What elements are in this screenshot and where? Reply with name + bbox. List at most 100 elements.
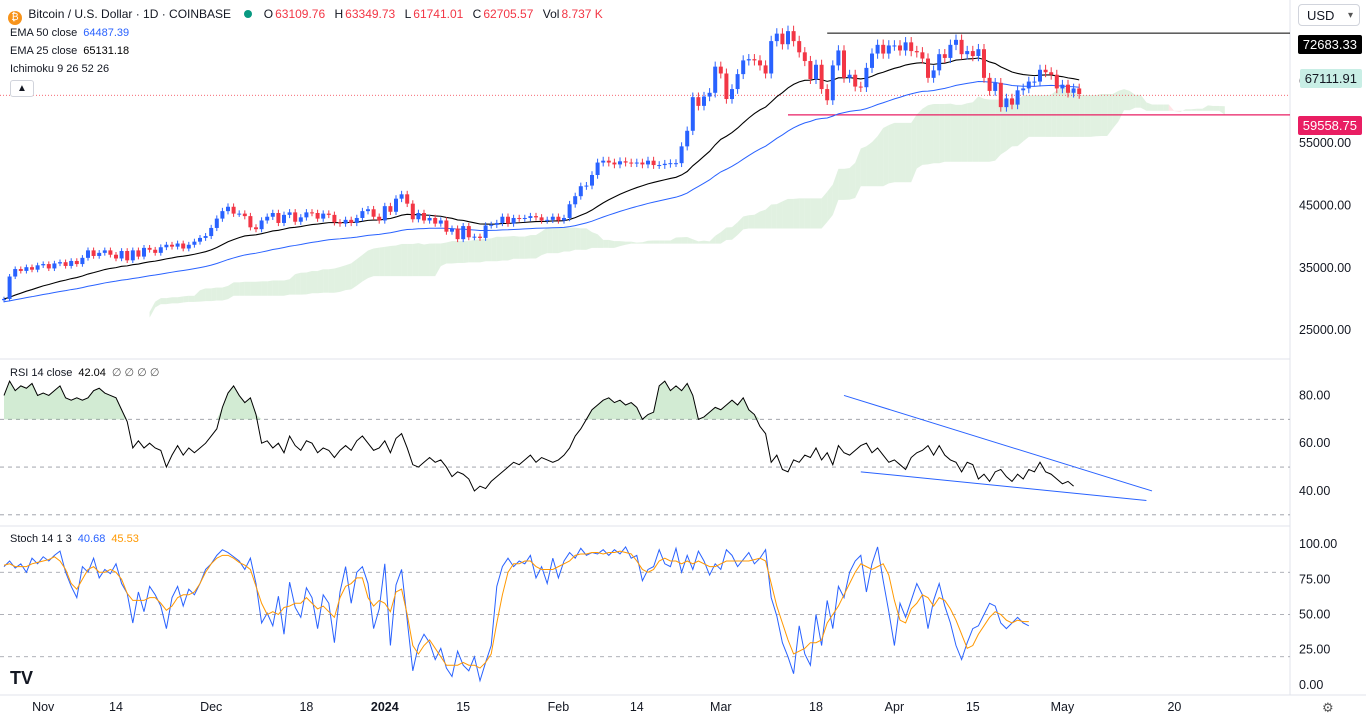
candle-body[interactable]	[366, 209, 370, 212]
candle-body[interactable]	[287, 212, 292, 215]
candle-body[interactable]	[534, 216, 538, 218]
candle-body[interactable]	[315, 213, 320, 219]
candle-body[interactable]	[108, 250, 113, 255]
candle-body[interactable]	[80, 257, 85, 265]
candle-body[interactable]	[584, 185, 589, 187]
candle-body[interactable]	[438, 220, 443, 224]
candle-body[interactable]	[86, 250, 90, 258]
candle-body[interactable]	[1004, 98, 1009, 108]
candle-body[interactable]	[338, 222, 342, 224]
candle-body[interactable]	[399, 194, 404, 199]
candle-body[interactable]	[455, 228, 460, 240]
candle-body[interactable]	[892, 45, 897, 47]
candle-body[interactable]	[226, 206, 230, 212]
candle-body[interactable]	[1054, 74, 1059, 89]
candle-body[interactable]	[1049, 72, 1054, 75]
candle-body[interactable]	[18, 269, 23, 271]
candle-body[interactable]	[410, 203, 415, 220]
candle-body[interactable]	[332, 214, 337, 223]
candle-body[interactable]	[388, 206, 393, 212]
legend-stoch[interactable]: Stoch 14 1 3 40.68 45.53	[10, 533, 139, 545]
candle-body[interactable]	[147, 247, 152, 250]
candle-body[interactable]	[662, 163, 667, 166]
candle-body[interactable]	[35, 265, 40, 270]
collapse-legend-button[interactable]: ▲	[10, 80, 34, 97]
candle-body[interactable]	[562, 217, 566, 221]
candle-body[interactable]	[282, 214, 286, 223]
candle-body[interactable]	[735, 74, 740, 90]
candle-body[interactable]	[500, 216, 505, 223]
candle-body[interactable]	[741, 60, 746, 75]
candle-body[interactable]	[1038, 69, 1042, 82]
candle-body[interactable]	[354, 217, 359, 223]
candle-body[interactable]	[175, 243, 180, 247]
candle-body[interactable]	[774, 33, 779, 42]
candle-body[interactable]	[321, 213, 326, 219]
candle-body[interactable]	[310, 212, 314, 214]
candle-body[interactable]	[954, 39, 958, 45]
candle-body[interactable]	[119, 250, 124, 259]
candle-body[interactable]	[601, 160, 606, 163]
candle-body[interactable]	[304, 212, 309, 218]
candle-body[interactable]	[7, 276, 12, 299]
candle-body[interactable]	[214, 218, 219, 228]
symbol-title[interactable]: Bitcoin / U.S. Dollar · 1D · COINBASE	[28, 7, 232, 21]
rsi-upper-trendline[interactable]	[843, 394, 1153, 492]
candle-body[interactable]	[998, 82, 1003, 108]
candle-body[interactable]	[1060, 84, 1065, 89]
candle-body[interactable]	[254, 227, 258, 230]
candle-body[interactable]	[713, 66, 718, 93]
candle-body[interactable]	[746, 59, 751, 61]
candle-body[interactable]	[858, 86, 863, 88]
candle-body[interactable]	[959, 39, 964, 55]
candle-body[interactable]	[237, 213, 242, 215]
candle-body[interactable]	[298, 217, 303, 222]
candle-body[interactable]	[657, 165, 662, 167]
candle-body[interactable]	[209, 227, 214, 237]
legend-ema50[interactable]: EMA 50 close 64487.39	[10, 27, 129, 39]
candle-body[interactable]	[1043, 69, 1048, 73]
candle-body[interactable]	[780, 33, 785, 45]
candle-body[interactable]	[164, 244, 169, 248]
candle-body[interactable]	[802, 52, 807, 62]
candle-body[interactable]	[220, 211, 225, 219]
candle-body[interactable]	[898, 45, 902, 51]
candle-body[interactable]	[1071, 88, 1076, 93]
candle-body[interactable]	[450, 228, 454, 232]
candle-body[interactable]	[136, 250, 141, 257]
candle-body[interactable]	[763, 65, 768, 74]
candle-body[interactable]	[349, 219, 354, 223]
candle-body[interactable]	[478, 236, 482, 238]
candle-body[interactable]	[276, 213, 281, 223]
candle-body[interactable]	[52, 263, 57, 269]
candle-body[interactable]	[511, 217, 516, 224]
candle-body[interactable]	[13, 269, 18, 277]
candle-body[interactable]	[567, 204, 572, 218]
candle-body[interactable]	[702, 96, 706, 106]
candle-body[interactable]	[730, 89, 734, 100]
candle-body[interactable]	[606, 160, 611, 163]
candle-body[interactable]	[920, 52, 925, 59]
candle-body[interactable]	[556, 216, 561, 221]
candle-body[interactable]	[461, 226, 466, 240]
candle-body[interactable]	[668, 163, 673, 165]
candle-body[interactable]	[242, 213, 247, 217]
candle-body[interactable]	[1010, 98, 1014, 105]
candle-body[interactable]	[30, 267, 34, 270]
candle-body[interactable]	[158, 247, 163, 253]
candle-body[interactable]	[433, 217, 438, 224]
candle-body[interactable]	[46, 264, 51, 269]
candle-body[interactable]	[422, 213, 426, 221]
candle-body[interactable]	[192, 241, 197, 245]
candle-body[interactable]	[937, 54, 942, 71]
candle-body[interactable]	[724, 73, 729, 100]
candle-body[interactable]	[231, 206, 236, 214]
candle-body[interactable]	[987, 77, 992, 91]
candle-body[interactable]	[786, 31, 790, 45]
candle-body[interactable]	[528, 216, 533, 218]
candle-body[interactable]	[198, 237, 202, 242]
candle-body[interactable]	[489, 224, 494, 226]
candle-body[interactable]	[634, 162, 639, 164]
candle-body[interactable]	[646, 160, 650, 165]
